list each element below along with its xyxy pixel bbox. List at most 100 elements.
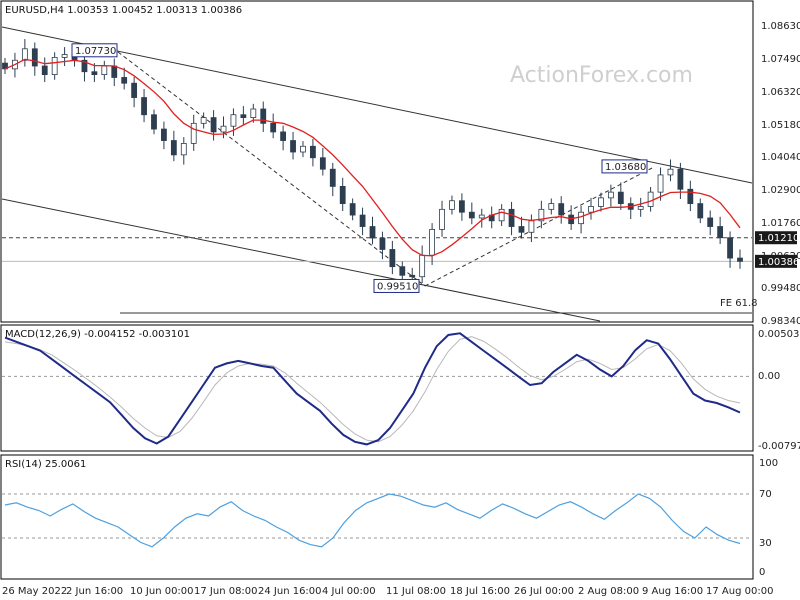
- candle-body: [121, 77, 128, 84]
- macd-y-axis: 0.005035 0.00 -0.007973: [758, 329, 800, 452]
- candle-body: [270, 122, 277, 133]
- candle-body: [657, 174, 664, 193]
- price-label-text: 1.00386: [758, 257, 799, 268]
- x-tick-label: 26 Jul 00:00: [514, 586, 574, 597]
- candle-body: [190, 122, 197, 144]
- price-tick-label: 1.08630: [761, 21, 800, 32]
- macd-tick-label: 0.00: [758, 371, 780, 382]
- annotation-box: [601, 159, 648, 174]
- candle-body: [379, 237, 386, 250]
- candle-body: [290, 140, 296, 153]
- candle-body: [260, 108, 267, 124]
- candle-body: [369, 226, 376, 239]
- candle-body: [458, 200, 465, 213]
- x-tick-label: 11 Jul 08:00: [386, 586, 446, 597]
- horizontal-levels: [2, 237, 752, 262]
- price-tick-label: 1.06320: [761, 87, 800, 98]
- candle-body: [300, 145, 306, 153]
- price-label-box: [755, 254, 797, 268]
- candle-body: [141, 97, 147, 116]
- candle-body: [91, 71, 98, 75]
- annotation-label: 1.03680: [605, 162, 646, 173]
- candle-body: [111, 65, 118, 78]
- macd-title: MACD(12,26,9) -0.004152 -0.003101: [5, 329, 190, 340]
- candle-body: [687, 188, 694, 205]
- candle-body: [439, 208, 445, 230]
- x-tick-label: 2 Aug 08:00: [578, 586, 639, 597]
- rsi-title: RSI(14) 25.0061: [5, 459, 86, 470]
- candle-body: [737, 257, 743, 262]
- macd-tick-label: 0.005035: [758, 329, 800, 340]
- ma-line: [4, 58, 741, 257]
- rsi-panel: RSI(14) 25.0061: [0, 454, 754, 580]
- price-labels: 1.01210 1.00386: [755, 231, 799, 268]
- moving-average: [4, 58, 741, 257]
- x-tick-label: 4 Jul 00:00: [322, 586, 376, 597]
- candle-body: [101, 65, 108, 75]
- candle-body: [558, 203, 565, 216]
- rsi-tick-label: 70: [759, 489, 772, 500]
- candle-body: [478, 214, 485, 219]
- projection-lines: [117, 51, 653, 287]
- candle-body: [409, 274, 416, 278]
- candle-body: [637, 206, 644, 210]
- candle-body: [319, 157, 326, 170]
- candle-body: [528, 220, 535, 233]
- annotation-label: 1.07730: [75, 46, 116, 57]
- price-label-text: 1.01210: [758, 233, 799, 244]
- channel-upper-line: [1, 26, 753, 184]
- macd-lines: [2, 332, 752, 446]
- projection-line: [117, 51, 426, 287]
- candle-body: [538, 208, 545, 222]
- x-tick-label: 18 Jul 16:00: [450, 586, 510, 597]
- candle-body: [170, 140, 177, 156]
- rsi-line: [2, 493, 752, 548]
- rsi-y-axis: 100 70 30 0: [759, 458, 778, 578]
- candle-body: [647, 191, 654, 207]
- projection-line: [424, 167, 653, 287]
- candle-body: [61, 54, 68, 58]
- candle-body: [399, 266, 406, 276]
- candle-body: [449, 200, 455, 210]
- candle-body: [21, 48, 28, 61]
- candle-body: [607, 191, 614, 199]
- price-tick-label: 1.02900: [761, 185, 800, 196]
- candle-body: [51, 56, 58, 75]
- price-candles: [2, 39, 743, 286]
- candle-body: [468, 211, 475, 219]
- macd-tick-label: -0.007973: [758, 441, 800, 452]
- x-tick-label: 2 Jun 16:00: [66, 586, 123, 597]
- candle-body: [518, 226, 525, 233]
- price-tick-label: 1.05180: [761, 120, 800, 131]
- candle-body: [498, 208, 505, 222]
- trend-channel: [1, 26, 753, 322]
- annotation-box: [71, 43, 118, 58]
- candle-body: [180, 143, 187, 156]
- candle-body: [349, 203, 356, 216]
- rsi-series-line: [4, 493, 741, 548]
- candle-body: [339, 186, 346, 205]
- price-chart-title: EURUSD,H4 1.00353 1.00452 1.00313 1.0038…: [5, 5, 242, 16]
- price-label-box: [755, 231, 797, 245]
- candle-body: [727, 237, 733, 259]
- price-y-axis: 1.08630 1.07490 1.06320 1.05180 1.04040 …: [761, 21, 800, 327]
- macd-main-line: [4, 332, 741, 446]
- candle-body: [280, 131, 287, 141]
- candle-body: [210, 117, 217, 133]
- annotation-label: 0.99510: [377, 281, 418, 292]
- price-tick-label: 1.04040: [761, 152, 800, 163]
- rsi-tick-label: 0: [759, 567, 765, 578]
- price-annotations: 1.07730 1.03680 0.99510 FE 61.8: [71, 43, 758, 309]
- candle-body: [508, 208, 515, 227]
- x-tick-label: 24 Jun 16:00: [258, 586, 322, 597]
- price-tick-label: 1.07490: [761, 54, 800, 65]
- x-tick-label: 10 Jun 00:00: [130, 586, 194, 597]
- x-tick-label: 26 May 2022: [2, 586, 67, 597]
- candle-body: [329, 168, 336, 187]
- candle-body: [598, 197, 604, 207]
- candle-body: [240, 114, 247, 118]
- channel-lower-line: [1, 198, 601, 322]
- candle-body: [220, 125, 227, 133]
- candle-body: [81, 59, 88, 73]
